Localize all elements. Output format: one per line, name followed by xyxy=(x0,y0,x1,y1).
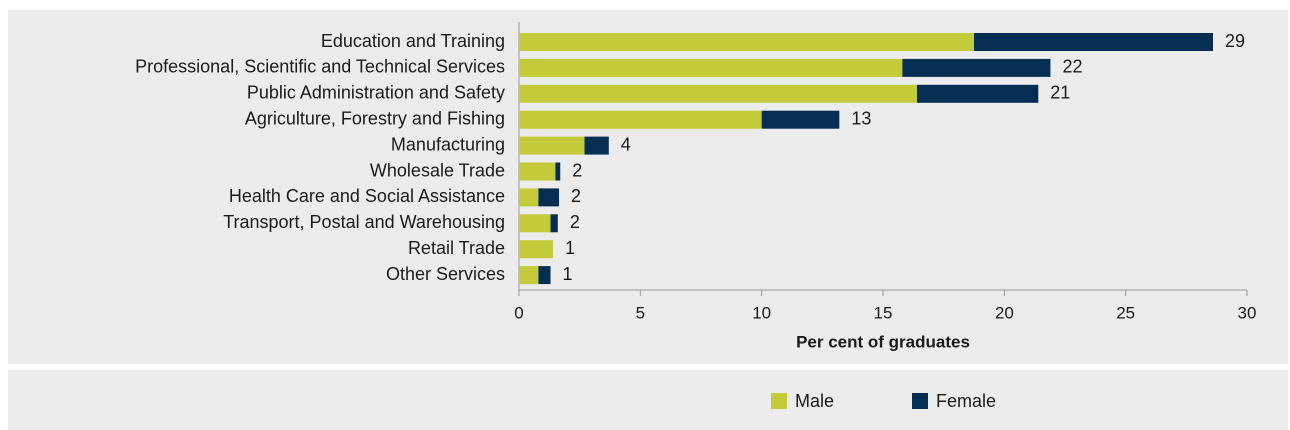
total-label: 1 xyxy=(565,238,575,258)
y-tick-label: Professional, Scientific and Technical S… xyxy=(135,57,505,77)
bar-segment xyxy=(902,58,1051,77)
total-label: 4 xyxy=(621,134,631,154)
legend-swatch xyxy=(912,393,928,409)
bar-segment xyxy=(519,188,539,207)
legend-panel xyxy=(8,370,1288,430)
x-tick-label: 0 xyxy=(514,303,523,322)
legend-label: Female xyxy=(936,391,996,411)
x-axis-title: Per cent of graduates xyxy=(796,332,970,351)
bar-segment xyxy=(519,33,974,51)
legend-swatch xyxy=(771,393,787,409)
bar-segment xyxy=(519,240,553,259)
x-tick-label: 25 xyxy=(1116,303,1135,322)
x-tick-label: 5 xyxy=(636,303,645,322)
bar-segment xyxy=(550,214,558,233)
bar-segment xyxy=(974,33,1214,51)
x-tick-label: 10 xyxy=(752,303,771,322)
bar-segment xyxy=(555,162,561,181)
bar-segment xyxy=(519,84,917,103)
total-label: 1 xyxy=(563,264,573,284)
total-label: 13 xyxy=(851,108,871,128)
total-label: 2 xyxy=(570,212,580,232)
bar-segment xyxy=(519,110,762,129)
y-tick-label: Agriculture, Forestry and Fishing xyxy=(245,108,505,128)
x-tick-label: 30 xyxy=(1238,303,1257,322)
bar-segment xyxy=(519,162,556,181)
bar-segment xyxy=(519,136,585,155)
x-tick-label: 20 xyxy=(995,303,1014,322)
bar-segment xyxy=(584,136,609,155)
bar-segment xyxy=(538,188,560,207)
bar-segment xyxy=(519,214,551,233)
y-tick-label: Public Administration and Safety xyxy=(247,83,505,103)
bar-segment xyxy=(519,266,539,285)
y-tick-label: Retail Trade xyxy=(408,238,505,258)
y-tick-label: Transport, Postal and Warehousing xyxy=(223,212,505,232)
x-tick-label: 15 xyxy=(874,303,893,322)
y-tick-label: Other Services xyxy=(386,264,505,284)
bar-segment xyxy=(761,110,840,129)
legend-label: Male xyxy=(795,391,834,411)
y-tick-label: Health Care and Social Assistance xyxy=(229,186,505,206)
y-tick-label: Manufacturing xyxy=(391,134,505,154)
y-tick-label: Wholesale Trade xyxy=(370,160,505,180)
y-tick-label: Education and Training xyxy=(321,31,505,51)
total-label: 29 xyxy=(1225,31,1245,51)
total-label: 2 xyxy=(572,160,582,180)
bar-segment xyxy=(519,58,903,77)
total-label: 2 xyxy=(571,186,581,206)
total-label: 22 xyxy=(1062,57,1082,77)
bar-segment xyxy=(916,84,1039,103)
total-label: 21 xyxy=(1050,83,1070,103)
bar-segment xyxy=(538,266,551,285)
